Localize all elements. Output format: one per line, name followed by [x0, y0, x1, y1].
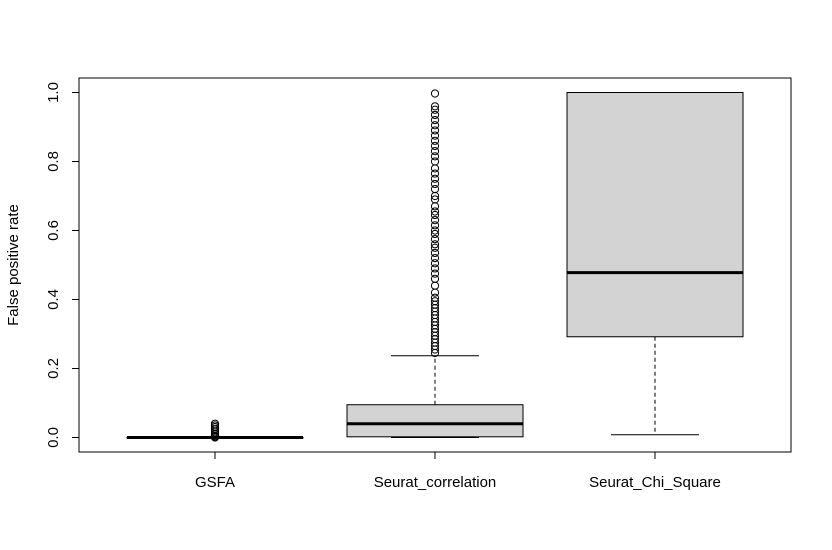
outlier-point: [430, 110, 440, 120]
outlier-point: [430, 89, 440, 98]
y-tick-label: 0.4: [45, 289, 62, 310]
outlier-point: [430, 116, 440, 125]
outlier-point: [210, 419, 220, 428]
x-category-label: GSFA: [195, 474, 235, 491]
x-axis-categories: GSFA Seurat_correlation Seurat_Chi_Square: [195, 451, 721, 491]
outlier-point: [430, 274, 440, 283]
outlier-point: [430, 248, 440, 258]
y-axis-label: False positive rate: [5, 204, 22, 326]
outlier-point: [430, 226, 440, 235]
outlier-point: [430, 269, 440, 278]
outlier-point: [430, 240, 440, 249]
outlier-point: [430, 121, 440, 130]
y-axis: 0.0 0.2 0.4 0.6 0.8 1.0: [45, 82, 80, 448]
y-tick-label: 0.2: [45, 358, 62, 379]
outlier-point: [430, 210, 440, 220]
box-gsfa: [126, 419, 304, 442]
outlier-point: [430, 264, 440, 273]
outlier-point: [430, 216, 440, 225]
box-seurat-chi-square: [566, 92, 744, 436]
outlier-point: [430, 179, 440, 189]
outlier-point: [430, 235, 440, 244]
y-tick-label: 0.8: [45, 151, 62, 172]
x-category-label: Seurat_correlation: [374, 474, 497, 491]
outlier-point: [430, 259, 440, 268]
box-seurat-correlation: [346, 89, 524, 438]
outlier-point: [430, 195, 440, 204]
outlier-point: [430, 229, 440, 239]
outlier-point: [430, 131, 440, 140]
box-group: [126, 89, 744, 442]
outlier-point: [430, 152, 440, 161]
y-tick-label: 0.0: [45, 427, 62, 448]
outlier-point: [430, 185, 440, 194]
outlier-point: [430, 293, 440, 302]
outlier-point: [430, 174, 440, 183]
box-iqr: [346, 404, 524, 438]
x-category-label: Seurat_Chi_Square: [589, 474, 721, 491]
outlier-point: [210, 432, 220, 441]
outlier-point: [430, 102, 440, 111]
outlier-point: [430, 297, 440, 306]
outlier-point: [430, 157, 440, 166]
outlier-point: [430, 136, 440, 145]
outlier-point: [430, 105, 440, 114]
outlier-point: [430, 207, 440, 216]
outlier-point: [430, 254, 440, 263]
outlier-point: [430, 147, 440, 156]
y-tick-label: 1.0: [45, 82, 62, 103]
outlier-point: [430, 169, 440, 178]
outlier-point: [430, 221, 440, 230]
y-tick-label: 0.6: [45, 220, 62, 241]
outlier-point: [430, 141, 440, 151]
box-iqr: [566, 92, 744, 338]
outlier-point: [430, 126, 440, 135]
outlier-point: [430, 243, 440, 252]
